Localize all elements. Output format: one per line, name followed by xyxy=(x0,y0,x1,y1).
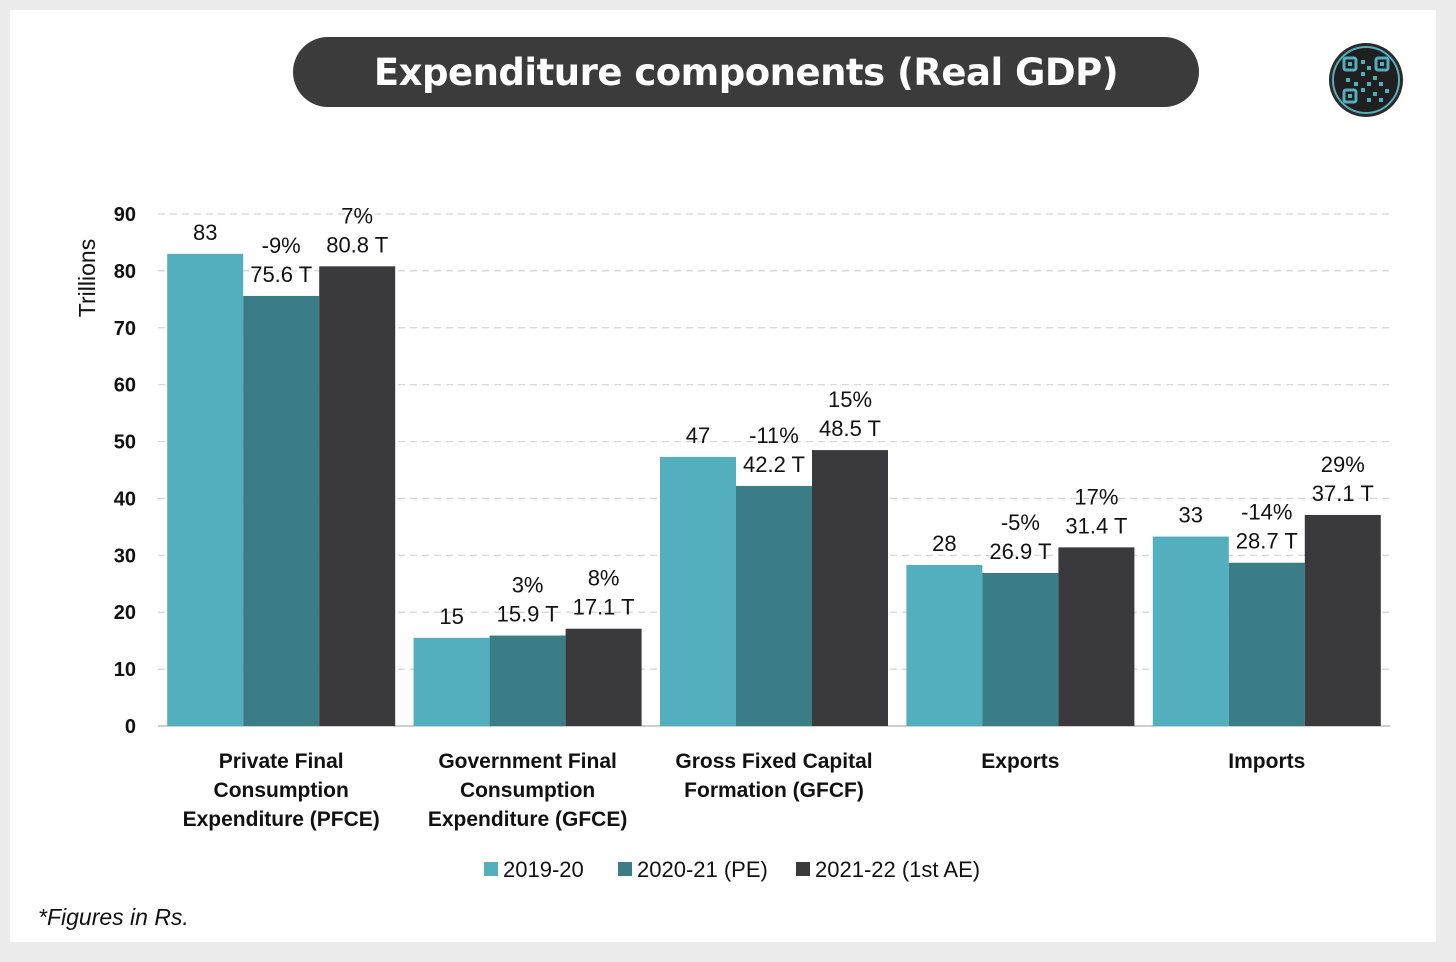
bar xyxy=(1304,514,1381,726)
x-tick-label: Formation (GFCF) xyxy=(684,779,864,802)
data-label: 31.4 T xyxy=(1065,513,1127,538)
y-tick-label: 60 xyxy=(114,375,136,397)
x-tick-label: Expenditure (GFCE) xyxy=(428,808,628,831)
x-tick-label: Exports xyxy=(981,750,1059,773)
bar xyxy=(489,635,566,726)
legend-swatch xyxy=(618,862,632,876)
data-label: -11% xyxy=(749,423,799,448)
x-tick-label: Consumption xyxy=(214,779,349,802)
legend-swatch xyxy=(484,862,498,876)
data-label: 37.1 T xyxy=(1312,481,1374,506)
bar-chart: 0 10 20 30 40 50 60 70 80 90 83 -9% 75.6 T 7% 80.8 T 1… xyxy=(74,203,1390,882)
data-label: 80.8 T xyxy=(326,232,388,257)
bar xyxy=(167,253,244,727)
bar xyxy=(1152,536,1229,726)
data-label: 26.9 T xyxy=(989,539,1051,564)
y-tick-label: 0 xyxy=(125,716,136,738)
data-label: 47 xyxy=(686,423,710,448)
x-tick-label: Imports xyxy=(1228,750,1305,773)
data-label: -9% xyxy=(262,233,301,258)
footnote: *Figures in Rs. xyxy=(38,904,189,930)
legend-entry: 2020-21 (PE) xyxy=(637,857,768,882)
x-tick-label: Gross Fixed Capital xyxy=(675,750,872,773)
data-label: 42.2 T xyxy=(743,452,805,477)
data-label: 83 xyxy=(193,220,217,245)
data-label: 15 xyxy=(439,604,463,629)
data-label: -5% xyxy=(1001,510,1040,535)
y-tick-label: 50 xyxy=(114,432,136,454)
bar xyxy=(413,637,490,726)
bar xyxy=(243,295,320,726)
bar xyxy=(319,266,396,726)
legend-entry: 2019-20 xyxy=(503,857,584,882)
y-tick-label: 20 xyxy=(114,602,136,624)
data-label: 33 xyxy=(1179,503,1203,528)
bar xyxy=(660,456,736,726)
y-tick-label: 70 xyxy=(114,318,136,340)
y-tick-label: 40 xyxy=(114,488,136,510)
data-label: 17% xyxy=(1074,484,1118,509)
data-label: 15.9 T xyxy=(497,602,559,627)
qr-circle-icon xyxy=(1329,43,1403,117)
chart-card: Expenditure components (Real GDP) 0 10 20 3… xyxy=(10,10,1436,942)
data-label: 7% xyxy=(341,203,373,228)
data-label: 75.6 T xyxy=(250,262,312,287)
data-label: 48.5 T xyxy=(819,416,881,441)
bar xyxy=(906,565,983,726)
bar xyxy=(1058,547,1135,726)
y-axis-label: Trillions xyxy=(74,239,100,317)
bar xyxy=(736,485,812,726)
data-label: 29% xyxy=(1321,452,1365,477)
data-label: 8% xyxy=(588,566,620,591)
data-label: 3% xyxy=(512,573,544,598)
x-tick-label: Government Final xyxy=(438,750,617,773)
y-tick-label: 30 xyxy=(114,545,136,567)
x-tick-label: Private Final xyxy=(219,750,344,773)
data-label: -14% xyxy=(1241,500,1292,525)
bar xyxy=(982,572,1059,726)
legend-entry: 2021-22 (1st AE) xyxy=(815,857,980,882)
y-tick-label: 80 xyxy=(114,261,136,283)
data-label: 28.7 T xyxy=(1236,529,1298,554)
chart-title: Expenditure components (Real GDP) xyxy=(293,37,1199,107)
data-label: 17.1 T xyxy=(573,595,635,620)
x-tick-label: Expenditure (PFCE) xyxy=(183,808,380,831)
data-label: 28 xyxy=(932,531,956,556)
y-tick-label: 10 xyxy=(114,659,136,681)
legend-swatch xyxy=(796,862,810,876)
x-tick-label: Consumption xyxy=(460,779,595,802)
data-label: 15% xyxy=(828,387,872,412)
bar xyxy=(812,450,888,726)
bar xyxy=(1228,562,1305,726)
bar xyxy=(565,628,642,726)
y-tick-label: 90 xyxy=(114,204,136,226)
